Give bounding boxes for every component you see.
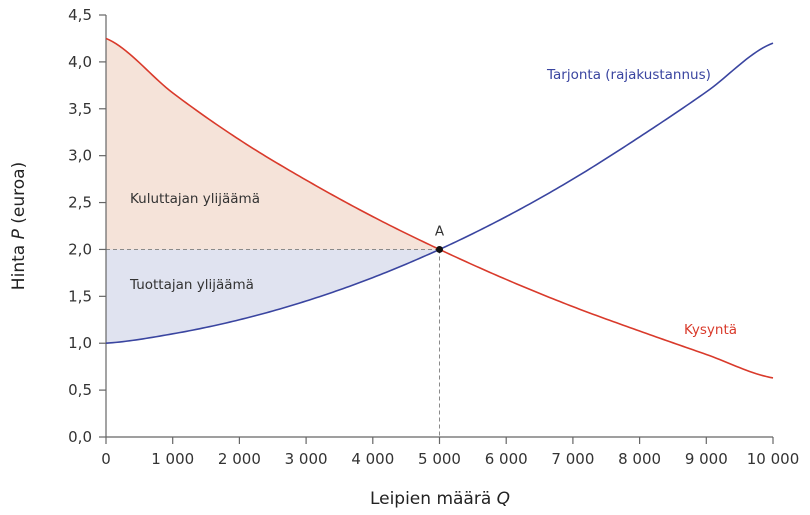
- y-tick-label: 1,5: [68, 287, 92, 305]
- y-tick-label: 0,5: [68, 381, 92, 399]
- x-tick-label: 8 000: [618, 450, 661, 468]
- surplus-regions: [106, 38, 440, 344]
- demand-label: Kysyntä: [684, 322, 737, 338]
- x-tick-label: 2 000: [218, 450, 261, 468]
- x-ticks: 0 1 000 2 000 3 000 4 000 5 000 6 000 7 000 8 00…: [101, 437, 799, 468]
- equilibrium-label: A: [435, 223, 445, 239]
- y-tick-label: 2,0: [68, 240, 92, 258]
- x-tick-label: 0: [101, 450, 111, 468]
- x-tick-label: 3 000: [285, 450, 328, 468]
- x-tick-label: 9 000: [685, 450, 728, 468]
- y-tick-label: 2,5: [68, 194, 92, 212]
- equilibrium-point: [436, 245, 443, 253]
- y-tick-label: 3,0: [68, 147, 92, 165]
- consumer-surplus-area: [106, 38, 440, 250]
- x-tick-label: 10 000: [747, 450, 800, 468]
- x-tick-label: 4 000: [351, 450, 394, 468]
- y-tick-label: 1,0: [68, 334, 92, 352]
- x-tick-label: 7 000: [551, 450, 594, 468]
- producer-surplus-label: Tuottajan ylijäämä: [129, 277, 254, 293]
- axes: 0,0 0,5 1,0 1,5 2,0 2,5 3,0 3,5 4,0 4,5 0 1 000 2 0…: [68, 6, 799, 468]
- producer-surplus-area: [106, 249, 440, 344]
- supply-label: Tarjonta (rajakustannus): [546, 67, 711, 83]
- y-axis-title: Hinta P (euroa): [9, 162, 29, 290]
- x-tick-label: 1 000: [151, 450, 194, 468]
- x-axis-title: Leipien määrä Q: [370, 489, 510, 509]
- equilibrium-guides: [106, 248, 440, 437]
- y-tick-label: 4,5: [68, 6, 92, 24]
- y-tick-label: 3,5: [68, 100, 92, 118]
- y-tick-label: 0,0: [68, 428, 92, 446]
- x-tick-label: 5 000: [418, 450, 461, 468]
- consumer-surplus-label: Kuluttajan ylijäämä: [130, 191, 260, 207]
- x-tick-label: 6 000: [485, 450, 528, 468]
- y-ticks: 0,0 0,5 1,0 1,5 2,0 2,5 3,0 3,5 4,0 4,5: [68, 6, 106, 446]
- y-tick-label: 4,0: [68, 53, 92, 71]
